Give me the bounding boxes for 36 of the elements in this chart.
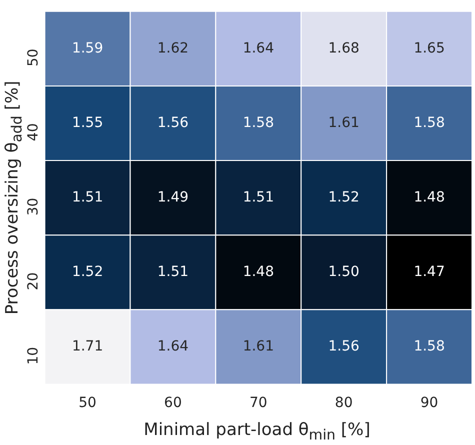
data-label: 1.51 bbox=[157, 264, 189, 280]
x-tick-label: 80 bbox=[334, 395, 353, 412]
data-label: 1.48 bbox=[414, 189, 445, 206]
data-label: 1.58 bbox=[414, 338, 445, 355]
data-label: 1.62 bbox=[157, 40, 189, 56]
data-label: 1.52 bbox=[72, 264, 104, 280]
x-axis-title: Minimal part-load θ$_{min}$ [%] bbox=[142, 420, 372, 444]
data-label: 1.51 bbox=[72, 189, 104, 206]
data-label: 1.71 bbox=[72, 338, 104, 355]
x-tick-label: 90 bbox=[420, 395, 438, 412]
data-label: 1.59 bbox=[72, 40, 104, 56]
data-label: 1.64 bbox=[157, 338, 189, 355]
data-label: 1.50 bbox=[328, 264, 360, 280]
x-tick-label: 60 bbox=[164, 395, 182, 412]
data-label: 1.49 bbox=[157, 189, 189, 206]
x-tick-label: 70 bbox=[249, 395, 268, 412]
data-label: 1.52 bbox=[328, 189, 360, 206]
data-label: 1.64 bbox=[242, 40, 274, 56]
data-label: 1.56 bbox=[157, 114, 189, 131]
data-label: 1.58 bbox=[414, 114, 445, 131]
y-tick-label: 10 bbox=[25, 346, 42, 365]
y-tick-label: 40 bbox=[25, 123, 42, 142]
y-tick-label: 20 bbox=[25, 272, 42, 290]
data-label: 1.48 bbox=[242, 264, 274, 280]
y-tick-label: 30 bbox=[25, 198, 42, 216]
data-label: 1.68 bbox=[328, 40, 360, 56]
data-label: 1.55 bbox=[72, 114, 104, 131]
data-label: 1.65 bbox=[414, 40, 445, 56]
y-tick-label: 50 bbox=[25, 48, 42, 67]
data-label: 1.61 bbox=[328, 114, 360, 131]
data-label: 1.56 bbox=[328, 338, 360, 355]
data-label: 1.58 bbox=[242, 114, 274, 131]
data-label: 1.61 bbox=[242, 338, 274, 355]
data-label: 1.47 bbox=[414, 264, 445, 280]
data-label: 1.51 bbox=[242, 189, 274, 206]
x-tick-label: 50 bbox=[78, 395, 96, 412]
